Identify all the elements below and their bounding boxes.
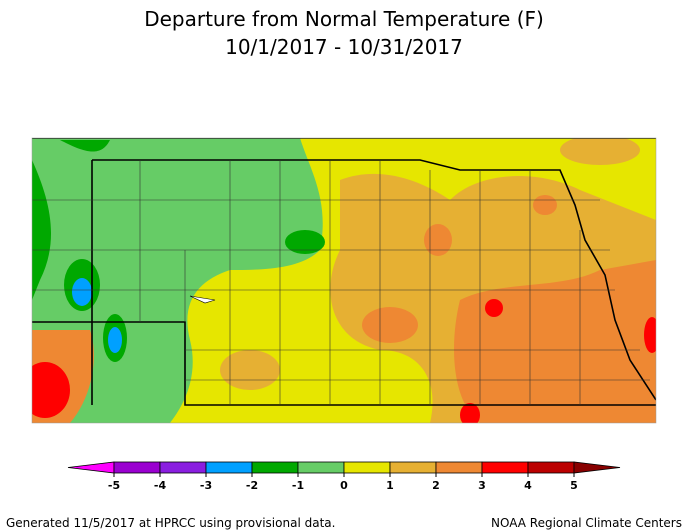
tick-label: 1 [386,479,394,492]
colorbar-segment [527,461,575,474]
colorbar-segment [251,461,299,474]
colorbar-end [573,461,621,474]
tick-label: 0 [340,479,348,492]
tick-label: 3 [478,479,486,492]
map [31,137,657,424]
footer-right: NOAA Regional Climate Centers [491,516,682,530]
footer-left: Generated 11/5/2017 at HPRCC using provi… [6,516,335,530]
tick-label: 2 [432,479,440,492]
tick-label: -1 [292,479,304,492]
tick-label: -2 [246,479,258,492]
tick-label: 4 [524,479,532,492]
tick-label: -3 [200,479,212,492]
colorbar-segment [113,461,161,474]
title-line: Departure from Normal Temperature (F) [144,7,544,31]
colorbar-segment [389,461,437,474]
colorbar-segment [205,461,253,474]
colorbar-segment [297,461,345,474]
colorbar-segment [481,461,529,474]
colorbar-segment [159,461,207,474]
colorbar-end [67,461,115,474]
tick-label: 5 [570,479,578,492]
colorbar-segment [435,461,483,474]
colorbar-segment [343,461,391,474]
title-line: 10/1/2017 - 10/31/2017 [225,35,463,59]
tick-label: -4 [154,479,167,492]
tick-label: -5 [108,479,120,492]
colorbar: -5 -4 -3 -2 -1 0 1 2 3 4 5 [67,461,621,492]
